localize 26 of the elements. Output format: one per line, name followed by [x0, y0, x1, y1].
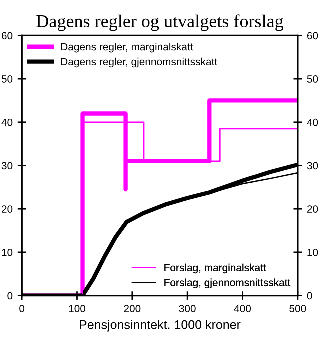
- legend-label: Forslag, gjennomsnittsskatt: [164, 278, 291, 289]
- x-tick-label: 200: [124, 305, 141, 312]
- y-tick-label: 60: [2, 32, 13, 40]
- x-tick-label: 300: [179, 305, 196, 312]
- y2-tick-label: 50: [307, 76, 318, 83]
- y-tick-label: 20: [2, 206, 13, 213]
- y-tick-label: 0: [8, 292, 13, 300]
- legend-label: Forslag, marginalskatt: [164, 264, 266, 274]
- x-tick-label: 500: [290, 305, 306, 312]
- x-tick-label: 100: [69, 305, 86, 312]
- legend-label: Dagens regler, gjennomsnittsskatt: [61, 58, 218, 68]
- y-tick-label: 50: [2, 76, 13, 83]
- chart-title: Dagens regler og utvalgets forslag: [36, 14, 284, 32]
- x-axis-title: Pensjonsinntekt. 1000 kroner: [80, 320, 241, 332]
- y-tick-label: 30: [2, 162, 13, 170]
- y2-tick-label: 10: [308, 248, 318, 256]
- y2-tick-label: 60: [307, 32, 318, 40]
- y2-tick-label: 0: [307, 292, 312, 300]
- legend-label: Dagens regler, marginalskatt: [61, 42, 194, 53]
- y2-tick-label: 20: [307, 206, 318, 213]
- x-tick-label: 400: [234, 305, 252, 312]
- y-tick-label: 40: [2, 118, 13, 126]
- y2-tick-label: 30: [307, 162, 318, 170]
- y2-tick-label: 40: [307, 118, 318, 126]
- y-tick-label: 10: [2, 248, 13, 256]
- x-tick-label: 0: [20, 305, 25, 312]
